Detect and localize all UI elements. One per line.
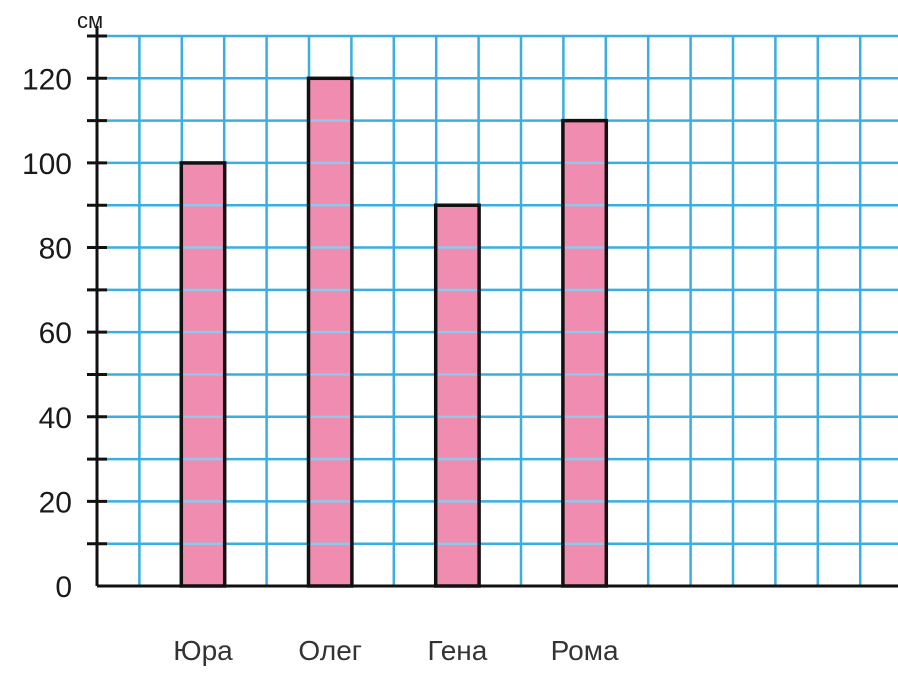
labels: Юра Олег Гена Рома 0 20 40 60 80 100 120 см (22, 8, 619, 666)
y-tick-label: 120 (22, 63, 72, 96)
bar (562, 120, 607, 586)
category-label: Гена (427, 635, 487, 666)
category-label: Олег (298, 635, 362, 666)
bars (179, 76, 609, 588)
y-tick-label: 100 (22, 148, 72, 181)
y-unit-label: см (77, 8, 103, 33)
y-tick-label: 80 (39, 233, 72, 266)
axes (87, 26, 898, 588)
y-tick-label: 20 (39, 486, 72, 519)
y-tick-label: 60 (39, 317, 72, 350)
y-tick-label: 40 (39, 402, 72, 435)
category-label: Рома (551, 635, 619, 666)
bar (435, 205, 480, 586)
category-label: Юра (173, 635, 233, 666)
y-tick-label: 0 (55, 571, 72, 604)
